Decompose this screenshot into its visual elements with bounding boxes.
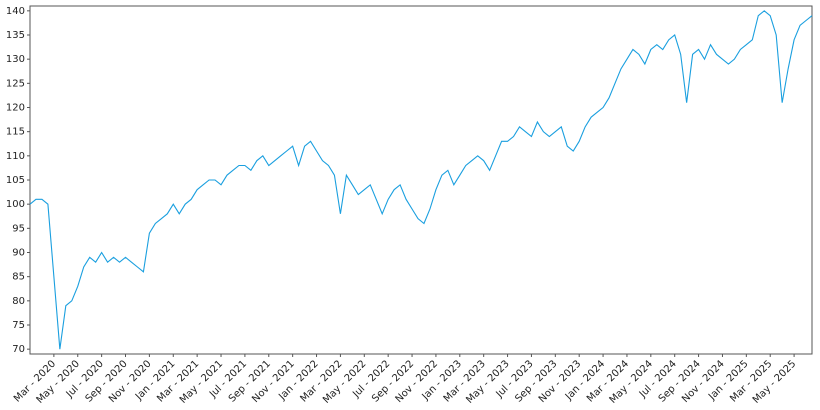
plot-frame xyxy=(29,5,813,355)
y-tick-label: 140 xyxy=(6,6,25,17)
y-tick-label: 90 xyxy=(12,248,25,259)
y-tick-label: 85 xyxy=(12,272,25,283)
y-tick-label: 80 xyxy=(12,296,25,307)
y-tick-label: 95 xyxy=(12,223,25,234)
y-tick-label: 70 xyxy=(12,344,25,355)
y-tick-label: 135 xyxy=(6,30,25,41)
y-tick-label: 100 xyxy=(6,199,25,210)
y-tick-label: 115 xyxy=(6,127,25,138)
y-tick-label: 125 xyxy=(6,78,25,89)
y-tick-label: 130 xyxy=(6,54,25,65)
y-tick-label: 120 xyxy=(6,103,25,114)
y-tick-label: 105 xyxy=(6,175,25,186)
line-series xyxy=(29,10,813,350)
y-tick-label: 75 xyxy=(12,320,25,331)
y-tick-label: 110 xyxy=(6,151,25,162)
